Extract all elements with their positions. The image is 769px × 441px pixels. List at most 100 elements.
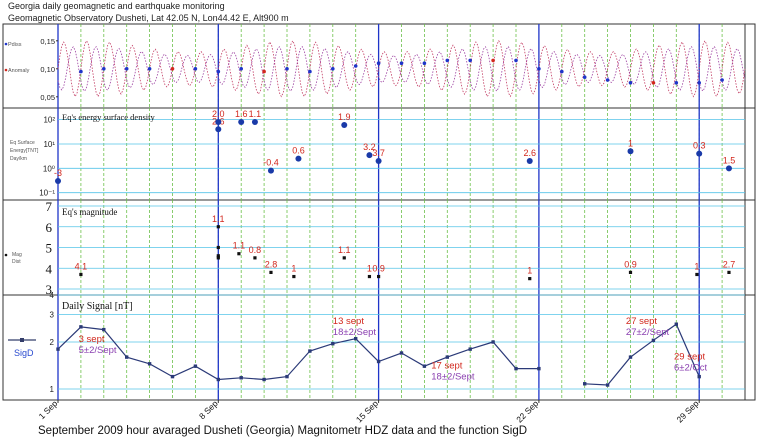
sigd-point: [628, 355, 633, 359]
magnitude-tick-label: 3: [46, 282, 53, 297]
energy-point: [696, 150, 703, 157]
sigd-point: [697, 374, 701, 379]
sigd-point: [514, 366, 518, 371]
energy-point-label: 2.6: [523, 148, 536, 158]
magnitude-point: [253, 256, 257, 260]
energy-point: [295, 155, 302, 162]
mag-daily-mean-point: [514, 58, 518, 63]
energy-point-label: -3: [54, 168, 62, 178]
magnitude-tick-label: 7: [46, 199, 53, 214]
energy-panel-title: Eq's energy surface density: [62, 112, 155, 122]
magnitude-point: [727, 270, 731, 274]
energy-point-label: 2.0: [212, 109, 225, 119]
energy-point-label: 1.9: [338, 112, 351, 122]
mag-daily-mean-point: [216, 69, 221, 74]
energy-point-label: 3.2: [363, 142, 376, 152]
energy-point-label: 0.6: [292, 146, 305, 156]
sigd-annotation-forecast: 5±2/Sept: [79, 345, 117, 356]
energy-tick-label: 10⁻¹: [39, 189, 55, 198]
sigd-point: [216, 377, 220, 382]
magnitude-point: [216, 254, 220, 258]
energy-point: [341, 122, 348, 129]
mag-daily-mean-point: [193, 67, 198, 71]
mag-daily-mean-point: [239, 67, 243, 71]
mag-daily-mean-point: [651, 81, 656, 85]
energy-point-label: 1.1: [249, 109, 262, 119]
sigd-point: [468, 347, 472, 351]
magnitude-point: [237, 252, 241, 256]
energy-point: [725, 165, 732, 172]
sigd-tick-label: 3: [50, 311, 55, 320]
sigd-point: [422, 364, 427, 368]
mag-tick-label: 0,10: [40, 65, 55, 74]
energy-point-label: 1: [628, 138, 633, 148]
mag-legend-marker: [4, 68, 8, 72]
magnitude-point-label: 2.8: [265, 259, 278, 269]
energy-point: [366, 152, 373, 159]
magnitude-point-label: 1.1: [233, 241, 246, 251]
magnitude-point: [292, 274, 296, 279]
mag-trace-upper: [57, 39, 746, 98]
energy-point-label: 1.6: [235, 109, 248, 119]
magnitude-point: [377, 274, 381, 279]
mag-daily-mean-point: [147, 67, 152, 71]
magnitude-point-label: 2.7: [723, 259, 736, 269]
sigd-annotation-forecast: 18±2/Sept: [333, 327, 377, 338]
magnitude-tick-label: 6: [46, 220, 53, 235]
sigd-point: [376, 359, 381, 364]
sigd-point: [354, 336, 358, 341]
x-tick-label: 29 Sep: [674, 398, 700, 424]
sigd-annotation-date: 17 sept: [431, 361, 463, 372]
energy-tick-label: 10¹: [43, 140, 55, 149]
mag-daily-mean-point: [560, 69, 564, 74]
mag-daily-mean-point: [422, 61, 427, 65]
magnitude-point: [216, 225, 220, 229]
mag-daily-mean-point: [582, 75, 587, 79]
energy-point-label: 1.5: [723, 155, 736, 165]
x-tick-label: 8 Sep: [197, 398, 220, 421]
mag-daily-mean-point: [79, 69, 83, 74]
magnitude-panel-title: Eq's magnitude: [62, 207, 117, 217]
sigd-point: [102, 327, 106, 332]
mag-tick-label: 0,05: [40, 93, 55, 102]
magnitude-point-label: 4.1: [75, 261, 88, 271]
magnitude-point: [367, 274, 372, 279]
energy-point-label: -0.4: [263, 158, 279, 168]
header-observatory: Geomagnetic Observatory Dusheti, Lat 42.…: [8, 13, 289, 23]
sigd-point: [399, 351, 404, 355]
sigd-point: [147, 362, 152, 366]
mag-daily-mean-point: [170, 67, 175, 71]
mag-daily-mean-point: [605, 78, 610, 82]
sigd-annotation-forecast: 18±2/Sept: [431, 372, 475, 383]
mag-tick-label: 0,15: [40, 37, 55, 46]
mag-daily-mean-point: [468, 58, 473, 63]
energy-point: [627, 148, 634, 155]
mag-daily-mean-point: [308, 69, 312, 74]
magnitude-point-label: 0.9: [372, 264, 385, 274]
magnitude-point: [269, 270, 273, 274]
energy-point: [215, 126, 222, 133]
mag-daily-mean-point: [445, 58, 450, 63]
sigd-point: [262, 377, 266, 382]
energy-point: [55, 178, 61, 185]
sigd-annotation-forecast: 27±2/Sept: [626, 327, 670, 338]
magnitude-point: [695, 272, 699, 277]
sigd-point: [56, 347, 60, 351]
sigd-series-line: [57, 323, 700, 386]
magnitude-point-label: 1: [527, 266, 532, 276]
energy-point: [526, 157, 533, 164]
sigd-annotation-forecast: 6±2/Oct: [674, 362, 708, 373]
sigd-legend-marker: [20, 338, 24, 342]
sigd-tick-label: 4: [50, 291, 55, 300]
mag-daily-mean-point: [331, 67, 335, 71]
sigd-point: [445, 355, 449, 359]
mag-daily-mean-point: [697, 81, 701, 85]
x-tick-label: 1 Sep: [37, 398, 60, 421]
magnitude-tick-label: 5: [46, 241, 53, 256]
energy-tick-label: 10⁰: [43, 164, 55, 173]
chart-caption: September 2009 hour avaraged Dusheti (Ge…: [38, 425, 528, 437]
header-title: Georgia daily geomagnetic and earthquake…: [8, 1, 225, 11]
sigd-annotation-date: 3 sept: [79, 334, 105, 345]
sigd-point: [331, 342, 335, 346]
sigd-point: [285, 374, 289, 379]
